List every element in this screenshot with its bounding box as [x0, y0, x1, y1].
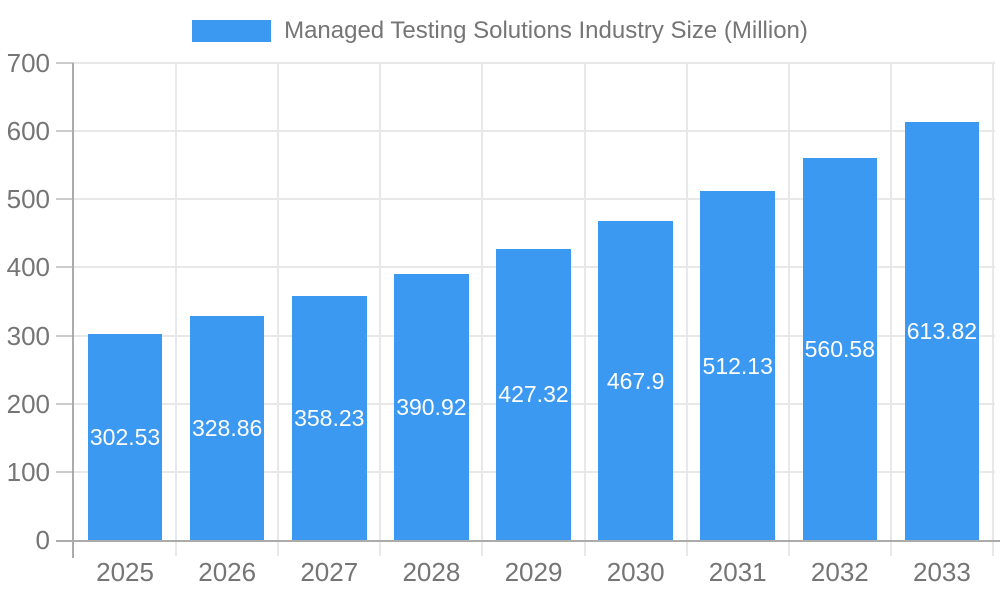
y-axis-tick [56, 402, 74, 405]
gridline-horizontal [74, 198, 995, 201]
chart-legend[interactable]: Managed Testing Solutions Industry Size … [0, 17, 1000, 45]
x-tick-label: 2032 [810, 557, 869, 587]
bar-value-label: 302.53 [89, 423, 161, 450]
y-axis-tick [56, 62, 74, 64]
bar-2029[interactable] [496, 248, 571, 540]
bar-2030[interactable] [598, 221, 673, 540]
gridline-vertical [583, 63, 586, 556]
y-tick-label: 600 [6, 116, 50, 147]
y-tick-label: 200 [6, 388, 50, 419]
y-tick-label: 100 [6, 456, 50, 487]
bar-2031[interactable] [700, 191, 775, 540]
x-tick-label: 2030 [606, 557, 665, 587]
gridline-horizontal [74, 62, 995, 64]
x-tick-label: 2026 [198, 557, 257, 587]
y-tick-label: 700 [6, 48, 50, 78]
y-axis-tick [56, 130, 74, 133]
y-axis-tick [56, 470, 74, 473]
bar-2027[interactable] [292, 295, 367, 540]
gridline-vertical [787, 63, 790, 556]
bar-2032[interactable] [802, 158, 878, 540]
bar-value-label: 467.9 [606, 367, 665, 394]
bar-value-label: 560.58 [804, 336, 875, 362]
x-tick-label: 2025 [96, 557, 154, 587]
bar-value-label: 358.23 [294, 404, 365, 431]
gridline-vertical [175, 63, 178, 556]
legend-title: Managed Testing Solutions Industry Size … [284, 17, 808, 44]
bar-value-label: 613.82 [906, 317, 978, 344]
legend-swatch [192, 20, 272, 42]
x-tick-label: 2033 [913, 557, 971, 587]
gridline-vertical [481, 63, 484, 556]
gridline-vertical [277, 63, 280, 556]
y-tick-label: 500 [6, 184, 50, 215]
bar-2025[interactable] [87, 333, 163, 540]
y-tick-label: 0 [35, 525, 50, 555]
bar-2033[interactable] [904, 121, 980, 540]
x-tick-label: 2029 [504, 557, 563, 587]
bar-value-label: 512.13 [702, 352, 773, 379]
x-tick-label: 2027 [300, 557, 359, 587]
bar-value-label: 390.92 [396, 393, 467, 420]
bar-value-label: 328.86 [191, 414, 263, 441]
y-axis-line [72, 63, 74, 558]
gridline-vertical [889, 63, 892, 556]
y-axis-tick [56, 266, 74, 269]
gridline-vertical [685, 63, 688, 556]
gridline-horizontal [74, 130, 995, 133]
y-tick-label: 300 [6, 320, 50, 351]
bar-2028[interactable] [394, 273, 469, 540]
gridline-vertical [379, 63, 382, 556]
y-axis-tick [56, 198, 74, 201]
y-axis-tick [56, 334, 74, 337]
bar-value-label: 427.32 [498, 381, 569, 408]
gridline-vertical [992, 63, 994, 556]
x-tick-label: 2028 [402, 557, 461, 587]
x-axis-line [56, 540, 1000, 542]
y-tick-label: 400 [6, 252, 50, 283]
x-tick-label: 2031 [708, 557, 767, 587]
bar-2026[interactable] [189, 315, 265, 540]
